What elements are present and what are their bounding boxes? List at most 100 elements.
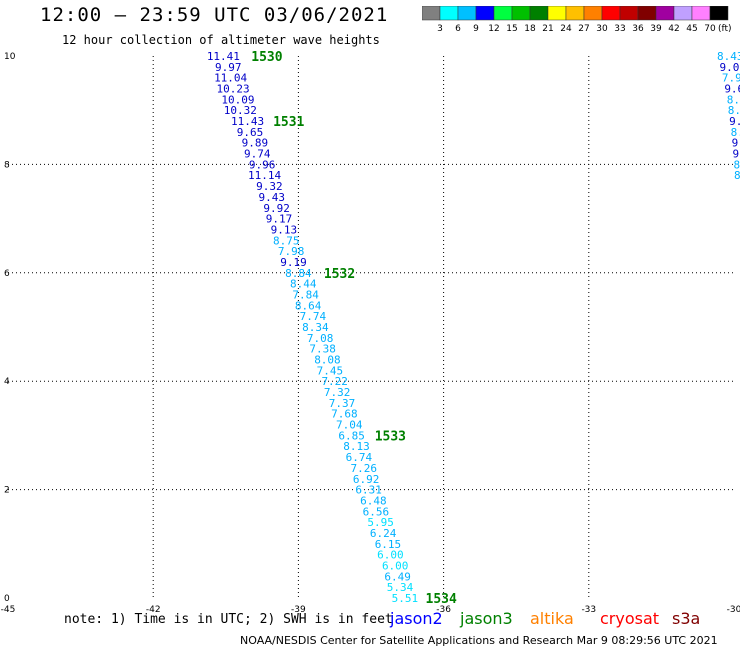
wave-height-value: 6.00 xyxy=(382,559,409,572)
legend-jason2: jason2 xyxy=(390,609,443,628)
wave-height-value: 8.75 xyxy=(273,234,300,247)
wave-height-value: 9.92 xyxy=(263,202,290,215)
wave-height-value: 8.44 xyxy=(290,278,317,291)
legend-cryosat: cryosat xyxy=(600,609,660,628)
latitude-label: 2 xyxy=(4,486,10,496)
wave-height-value: 9.0 xyxy=(729,115,740,128)
wave-height-value: 9.74 xyxy=(244,148,271,161)
wave-height-value: 9.43 xyxy=(259,191,286,204)
longitude-label: -45 xyxy=(1,605,16,615)
latitude-label: 6 xyxy=(4,269,10,279)
wave-height-value: 6.24 xyxy=(370,527,397,540)
wave-height-value: 7.22 xyxy=(321,375,348,388)
colorbar-tick-label: 33 xyxy=(614,24,625,34)
pass-time-label: 1530 xyxy=(251,50,282,65)
map-axis-labels: -45 -42 -39 -36 -33 -30 0 2 4 6 8 10 xyxy=(1,52,740,615)
wave-height-value: 8.84 xyxy=(285,267,312,280)
wave-height-value: 9.97 xyxy=(215,61,242,74)
wave-height-value: 9.19 xyxy=(280,256,307,269)
credit-line: NOAA/NESDIS Center for Satellite Applica… xyxy=(240,634,718,647)
wave-height-value: 11.14 xyxy=(248,169,281,182)
wave-height-value: 7.99 xyxy=(722,72,740,85)
wave-height-value: 7.45 xyxy=(317,364,344,377)
wave-height-value: 9.60 xyxy=(724,83,740,96)
legend-s3a: s3a xyxy=(672,609,701,628)
wave-height-value: 7.38 xyxy=(309,343,336,356)
longitude-label: -39 xyxy=(291,605,306,615)
wave-height-value: 8.64 xyxy=(295,299,322,312)
wave-height-value: 10.32 xyxy=(224,104,257,117)
latitude-label: 4 xyxy=(4,377,10,387)
colorbar-tick-label: 3 xyxy=(437,24,443,34)
wave-height-value: 9.13 xyxy=(271,223,298,236)
wave-height-value: 9 xyxy=(733,148,740,161)
wave-height-value: 9. xyxy=(732,137,740,150)
wave-height-value: 11.43 xyxy=(231,115,264,128)
wave-height-value: 11.04 xyxy=(214,72,247,85)
colorbar-tick-label: 15 xyxy=(506,24,517,34)
color-scale-legend: 3 6 9 12 15 18 21 24 27 30 33 36 39 42 45 70 (ft) xyxy=(422,6,732,34)
wave-height-value: 6.00 xyxy=(377,549,404,562)
pass-time-label: 1531 xyxy=(273,115,304,130)
altimeter-tracks: 11.419.9711.0410.2310.0910.3211.439.659.… xyxy=(207,50,740,607)
footer-note: note: 1) Time is in UTC; 2) SWH is in fe… xyxy=(64,612,393,627)
wave-height-value: 9.89 xyxy=(242,137,269,150)
colorbar-tick-label: 21 xyxy=(542,24,553,34)
wave-height-value: 7.08 xyxy=(307,332,334,345)
wave-height-value: 5.34 xyxy=(387,581,414,594)
wave-height-value: 7.26 xyxy=(350,462,377,475)
pass-time-label: 1533 xyxy=(375,429,406,444)
wave-height-value: 10.23 xyxy=(216,83,249,96)
wave-height-value: 7.04 xyxy=(336,419,363,432)
wave-height-value: 7.37 xyxy=(329,397,356,410)
colorbar-tick-label: 70 xyxy=(704,24,716,34)
wave-height-value: 6.48 xyxy=(360,494,387,507)
wave-height-value: 6.31 xyxy=(355,484,382,497)
wave-height-value: 8 xyxy=(734,158,740,171)
colorbar-tick-label: 6 xyxy=(455,24,461,34)
wave-height-value: 9.05 xyxy=(719,61,740,74)
wave-height-value: 6.49 xyxy=(384,570,411,583)
wave-height-value: 7.68 xyxy=(331,408,358,421)
wave-height-value: 8.37 xyxy=(728,104,740,117)
colorbar-tick-label: 42 xyxy=(668,24,679,34)
colorbar-swatch xyxy=(709,6,729,21)
wave-height-value: 9.17 xyxy=(266,213,293,226)
wave-height-value: 6.85 xyxy=(338,429,365,442)
longitude-label: -33 xyxy=(581,605,596,615)
colorbar-tick-label: 9 xyxy=(473,24,479,34)
legend-jason3: jason3 xyxy=(460,609,513,628)
wave-height-value: 9.65 xyxy=(237,126,264,139)
longitude-label: -30 xyxy=(727,605,740,615)
map-subtitle: 12 hour collection of altimeter wave hei… xyxy=(62,33,380,47)
wave-height-value: 6.74 xyxy=(346,451,373,464)
colorbar-tick-label: 18 xyxy=(524,24,536,34)
colorbar-unit: (ft) xyxy=(718,24,732,34)
longitude-label: -36 xyxy=(436,605,451,615)
colorbar-tick-label: 39 xyxy=(650,24,662,34)
wave-height-value: 7.84 xyxy=(292,288,319,301)
wave-height-value: 11.41 xyxy=(207,50,240,63)
legend-altika: altika xyxy=(530,609,574,628)
map-title: 12:00 – 23:59 UTC 03/06/2021 xyxy=(40,4,389,26)
wave-height-value: 8.43 xyxy=(717,50,740,63)
wave-height-value: 6.56 xyxy=(363,505,390,518)
wave-height-value: 8 xyxy=(734,169,740,182)
wave-height-value: 5.51 xyxy=(392,592,419,605)
wave-height-value: 8.34 xyxy=(302,321,329,334)
colorbar-tick-label: 30 xyxy=(596,24,608,34)
latitude-label: 8 xyxy=(4,160,10,170)
wave-height-value: 8.13 xyxy=(343,440,370,453)
colorbar-tick-label: 24 xyxy=(560,24,572,34)
wave-height-value: 10.09 xyxy=(221,93,254,106)
wave-height-value: 6.92 xyxy=(353,473,380,486)
wave-height-value: 7.74 xyxy=(300,310,327,323)
longitude-label: -42 xyxy=(146,605,161,615)
pass-time-label: 1532 xyxy=(324,267,355,282)
wave-height-value: 9.32 xyxy=(256,180,283,193)
colorbar-tick-label: 45 xyxy=(686,24,697,34)
pass-time-label: 1534 xyxy=(426,592,457,607)
colorbar-tick-label: 36 xyxy=(632,24,644,34)
wave-height-value: 5.95 xyxy=(367,516,394,529)
